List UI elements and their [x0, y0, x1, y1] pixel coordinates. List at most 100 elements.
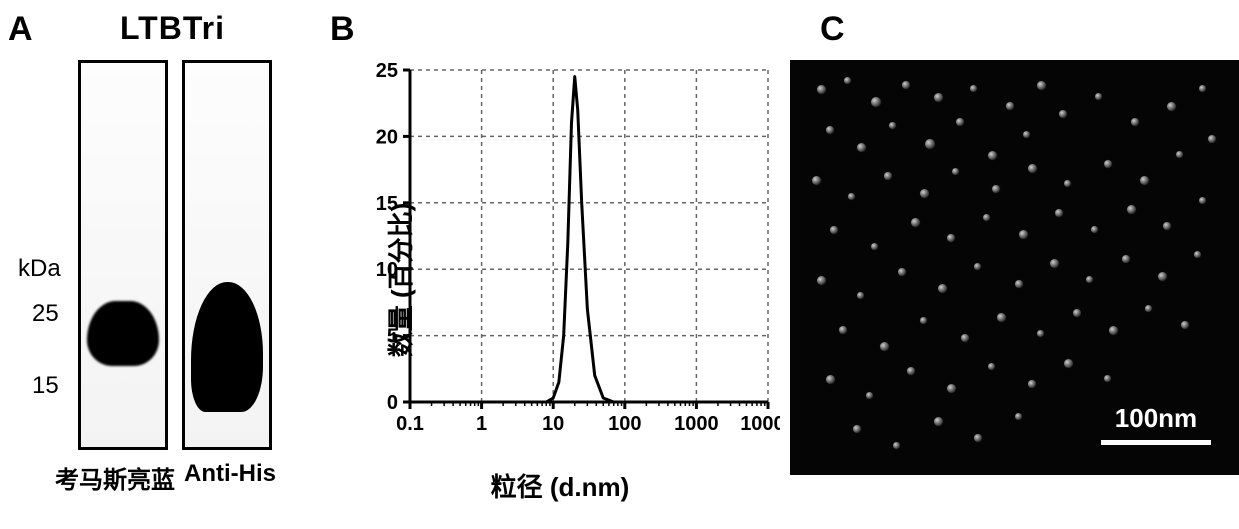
tem-particle [1050, 259, 1059, 268]
tem-particle [871, 97, 881, 107]
tem-particle [857, 143, 866, 152]
panel-b-label: B [330, 10, 355, 49]
chart-xlabel: 粒径 (d.nm) [491, 467, 630, 504]
svg-text:0.1: 0.1 [396, 413, 424, 435]
tem-particle [1037, 81, 1046, 90]
tem-particle [1176, 151, 1183, 158]
kda-unit-label: kDa [18, 255, 61, 283]
tem-particle [1104, 375, 1111, 382]
tem-particle [1091, 226, 1098, 233]
lane-caption-antihis: Anti-His [170, 460, 290, 488]
tem-particle [1006, 102, 1014, 110]
tem-particle [812, 176, 821, 185]
chart-ylabel: 数量 (百分比) [381, 203, 418, 358]
tem-particle [1199, 197, 1206, 204]
tem-particle [1028, 164, 1037, 173]
tem-particle [947, 234, 955, 242]
lane-caption-coomassie: 考马斯亮蓝 [55, 460, 175, 495]
tem-particle [1122, 255, 1130, 263]
tem-particle [857, 292, 864, 299]
tem-particle [907, 367, 915, 375]
tem-particle [992, 185, 1000, 193]
tem-particle [839, 326, 847, 334]
tem-particle [997, 313, 1006, 322]
tem-particle [1208, 135, 1216, 143]
tem-particle [889, 122, 896, 129]
panel-a: A LTBTri kDa 25 15 考马斯亮蓝 Anti-His [0, 0, 310, 529]
tem-image: 100nm [790, 60, 1239, 475]
tem-particle [1131, 118, 1139, 126]
scalebar-line [1101, 440, 1211, 445]
tem-particle [911, 218, 920, 227]
svg-text:1: 1 [476, 413, 487, 435]
panel-a-label: A [8, 10, 33, 49]
tem-particle [848, 193, 855, 200]
scalebar: 100nm [1101, 403, 1211, 445]
panel-b: B 数量 (百分比) 05101520250.1110100100010000 … [310, 0, 790, 529]
tem-particle [884, 172, 892, 180]
dls-chart: 数量 (百分比) 05101520250.1110100100010000 粒径… [340, 60, 780, 500]
tem-particle [1095, 93, 1102, 100]
band-antihis [191, 282, 263, 413]
scalebar-text: 100nm [1101, 403, 1211, 434]
panel-c-label: C [820, 10, 845, 49]
tem-particle [1064, 359, 1073, 368]
tem-particle [826, 126, 834, 134]
tem-particle [880, 342, 889, 351]
tem-particle [1127, 205, 1136, 214]
tem-particle [934, 417, 943, 426]
figure-container: A LTBTri kDa 25 15 考马斯亮蓝 Anti-His B 数量 (… [0, 0, 1239, 529]
svg-text:100: 100 [608, 413, 641, 435]
tem-particle [920, 189, 929, 198]
panel-c: C 100nm [790, 0, 1239, 529]
tem-particle [898, 268, 906, 276]
tem-particle [1059, 110, 1067, 118]
tem-particle [1167, 102, 1176, 111]
tem-particle [983, 214, 990, 221]
tem-particle [1145, 305, 1152, 312]
svg-text:10: 10 [542, 413, 564, 435]
tem-particle [817, 85, 826, 94]
panel-a-title: LTBTri [120, 10, 225, 47]
tem-particle [826, 375, 835, 384]
tem-particle [974, 434, 982, 442]
gel-lane-coomassie [78, 60, 168, 450]
tem-particle [871, 243, 878, 250]
tem-particle [844, 77, 851, 84]
tem-particle [830, 226, 838, 234]
tem-particle [988, 151, 997, 160]
tem-particle [893, 442, 900, 449]
tem-particle [1073, 309, 1081, 317]
tem-particle [1055, 209, 1063, 217]
svg-text:10000: 10000 [740, 413, 780, 435]
marker-15: 15 [32, 372, 59, 400]
tem-particle [902, 81, 910, 89]
tem-particle [947, 384, 956, 393]
tem-particle [1140, 176, 1149, 185]
svg-text:1000: 1000 [674, 413, 719, 435]
tem-particle [1109, 326, 1118, 335]
marker-25: 25 [32, 300, 59, 328]
band-coomassie [87, 301, 159, 366]
tem-particle [1015, 280, 1023, 288]
svg-text:20: 20 [376, 126, 398, 148]
tem-particle [1019, 230, 1028, 239]
tem-particle [952, 168, 959, 175]
gel-lane-antihis [182, 60, 272, 450]
tem-particle [920, 317, 927, 324]
tem-particle [1181, 321, 1189, 329]
tem-particle [1028, 380, 1036, 388]
tem-particle [925, 139, 935, 149]
tem-particle [1104, 160, 1112, 168]
svg-text:25: 25 [376, 60, 398, 82]
tem-particle [817, 276, 826, 285]
tem-particle [1163, 222, 1171, 230]
tem-particle [1023, 131, 1030, 138]
tem-particle [938, 284, 947, 293]
tem-particle [934, 93, 943, 102]
svg-text:0: 0 [387, 392, 398, 414]
tem-particle [1194, 251, 1201, 258]
gel-lanes-group [78, 60, 272, 450]
tem-particle [1199, 85, 1206, 92]
tem-particle [866, 392, 873, 399]
